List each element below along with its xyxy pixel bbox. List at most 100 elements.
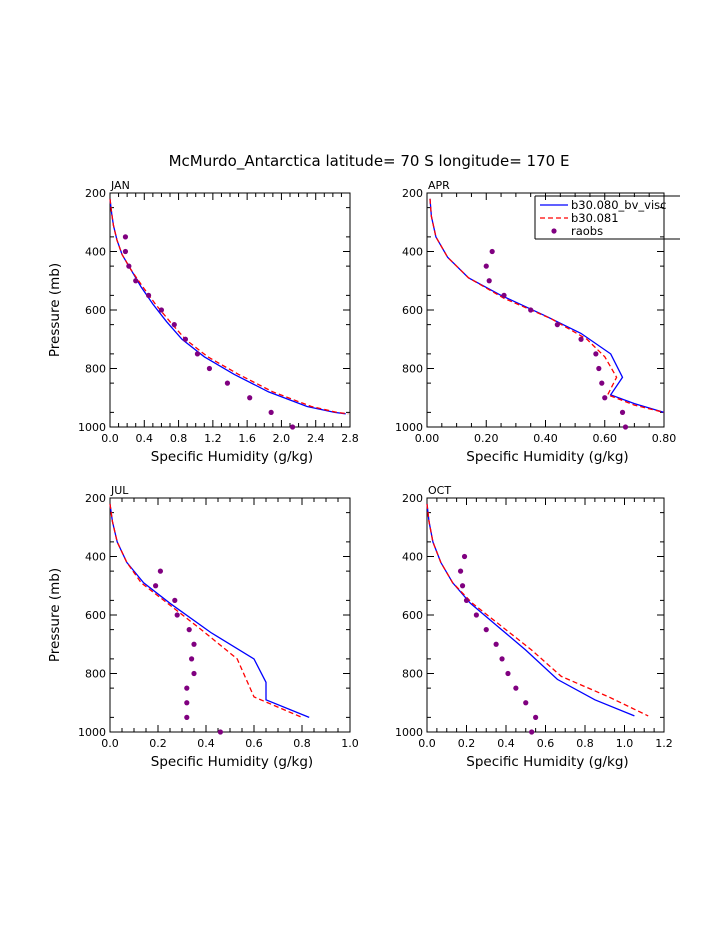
x-tick-label: 0.00 xyxy=(415,432,440,445)
b30-080-bv-visc-line xyxy=(429,198,665,414)
y-tick-label: 800 xyxy=(85,668,106,681)
raobs-point xyxy=(217,729,223,735)
y-tick-label: 400 xyxy=(402,246,423,259)
x-tick-label: 0.2 xyxy=(149,737,167,750)
y-tick-label: 800 xyxy=(402,363,423,376)
raobs-point xyxy=(174,612,180,618)
raobs-point xyxy=(459,583,466,589)
raobs-point xyxy=(486,278,492,284)
raobs-point xyxy=(133,278,139,284)
x-tick-label: 2.8 xyxy=(341,432,359,445)
x-tick-label: 0.0 xyxy=(101,432,119,445)
x-tick-label: 0.60 xyxy=(593,432,618,445)
x-tick-label: 1.6 xyxy=(238,432,256,445)
x-tick-label: 0.20 xyxy=(474,432,499,445)
raobs-point xyxy=(529,729,535,735)
raobs-point xyxy=(182,336,189,342)
panel-label: JAN xyxy=(110,179,130,192)
raobs-point xyxy=(461,553,468,560)
panels: JAN 0.0 0.4 0.8 1.2 1.6 2.0 2.4 2.8 200 400 600 800 1… xyxy=(47,179,676,770)
raobs-point xyxy=(184,685,190,691)
panel-jul: JUL 0.0 0.2 0.4 0.6 0.8 1.0 200 400 600 800 1000 Spe… xyxy=(47,484,359,770)
raobs-point xyxy=(153,583,159,589)
x-tick-label: 0.4 xyxy=(497,737,515,750)
y-tick-label: 600 xyxy=(85,304,106,317)
y-axis-label: Pressure (mb) xyxy=(47,568,63,662)
x-tick-label: 0.6 xyxy=(245,737,263,750)
x-axis-label: Specific Humidity (g/kg) xyxy=(466,754,628,770)
b30-081-line xyxy=(109,503,303,718)
raobs-point xyxy=(126,263,132,269)
panel-oct: OCT 0.0 0.2 0.4 0.6 0.8 1.0 1.2 200 400 600 800 1000… xyxy=(395,484,673,770)
b30-080-bv-visc-line xyxy=(109,503,310,719)
raobs-point xyxy=(206,365,213,372)
y-tick-label: 600 xyxy=(402,304,423,317)
raobs-point xyxy=(189,656,195,662)
y-tick-label: 1000 xyxy=(78,726,106,739)
x-tick-label: 2.4 xyxy=(307,432,325,445)
raobs-point xyxy=(171,322,177,328)
raobs-point xyxy=(224,380,231,386)
raobs-point xyxy=(599,380,605,386)
plot-frame xyxy=(426,497,665,733)
y-tick-label: 400 xyxy=(402,551,423,564)
y-tick-label: 600 xyxy=(85,609,106,622)
x-tick-label: 0.0 xyxy=(418,737,436,750)
x-tick-label: 1.2 xyxy=(204,432,222,445)
raobs-point xyxy=(602,395,608,401)
raobs-point xyxy=(533,714,539,720)
x-tick-label: 1.0 xyxy=(616,737,634,750)
b30-081-line xyxy=(429,198,665,414)
raobs-point xyxy=(528,307,534,313)
b30-081-line xyxy=(426,503,649,717)
b30-080-bv-visc-line xyxy=(426,503,635,717)
raobs-point xyxy=(473,612,479,618)
plot-frame xyxy=(109,192,351,428)
y-tick-label: 1000 xyxy=(78,421,106,434)
y-tick-label: 800 xyxy=(402,668,423,681)
legend-label: b30.081 xyxy=(571,211,619,225)
raobs-point xyxy=(513,685,519,691)
x-tick-label: 0.6 xyxy=(537,737,555,750)
x-tick-label: 0.40 xyxy=(533,432,558,445)
y-tick-label: 600 xyxy=(402,609,423,622)
y-tick-label: 200 xyxy=(402,492,423,505)
raobs-point xyxy=(505,670,511,677)
x-tick-label: 0.8 xyxy=(170,432,188,445)
x-tick-label: 0.0 xyxy=(101,737,119,750)
legend-label: raobs xyxy=(571,224,603,238)
raobs-point xyxy=(186,627,192,633)
y-tick-label: 1000 xyxy=(395,421,423,434)
raobs-point xyxy=(184,714,190,720)
raobs-point xyxy=(194,351,201,357)
y-tick-label: 1000 xyxy=(395,726,423,739)
raobs-point xyxy=(289,424,296,430)
x-tick-label: 0.80 xyxy=(652,432,677,445)
raobs-point xyxy=(596,365,602,372)
raobs-point xyxy=(157,568,163,574)
x-axis-label: Specific Humidity (g/kg) xyxy=(151,449,313,465)
y-tick-label: 400 xyxy=(85,246,106,259)
x-tick-label: 0.4 xyxy=(197,737,215,750)
raobs-point xyxy=(499,656,505,662)
raobs-point xyxy=(489,248,495,255)
x-axis-label: Specific Humidity (g/kg) xyxy=(466,449,628,465)
legend-label: b30.080_bv_visc xyxy=(571,198,666,212)
x-axis-label: Specific Humidity (g/kg) xyxy=(151,754,313,770)
raobs-point xyxy=(493,641,499,647)
raobs-point xyxy=(122,248,129,255)
raobs-point xyxy=(578,336,584,342)
raobs-point xyxy=(191,641,197,647)
x-tick-label: 1.0 xyxy=(341,737,359,750)
raobs-point xyxy=(457,568,464,574)
raobs-point xyxy=(191,670,197,677)
y-axis-label: Pressure (mb) xyxy=(47,263,63,357)
raobs-point xyxy=(268,409,274,415)
raobs-point xyxy=(247,395,253,401)
x-tick-label: 0.4 xyxy=(136,432,154,445)
panel-label: JUL xyxy=(110,484,129,497)
y-tick-label: 400 xyxy=(85,551,106,564)
plot-frame xyxy=(426,192,665,428)
